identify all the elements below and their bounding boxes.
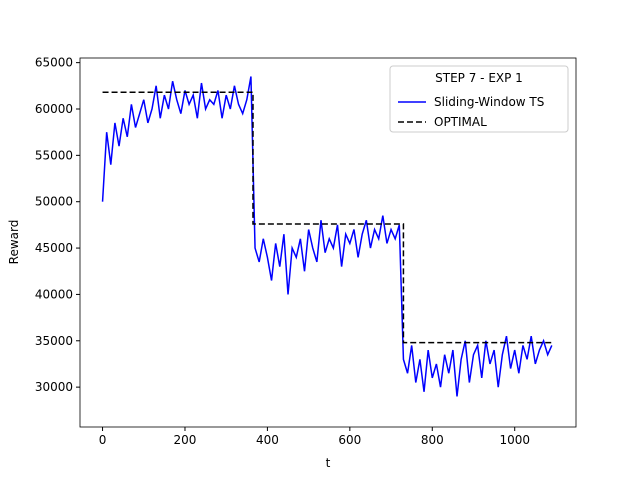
x-axis-label: t: [326, 456, 331, 470]
y-tick-label: 45000: [35, 241, 73, 255]
y-axis-label: Reward: [7, 220, 21, 265]
x-tick-label: 1000: [499, 433, 530, 447]
y-tick-label: 40000: [35, 287, 73, 301]
legend-title: STEP 7 - EXP 1: [435, 71, 523, 85]
x-tick-label: 800: [421, 433, 444, 447]
legend-label: Sliding-Window TS: [434, 95, 544, 109]
x-tick-label: 600: [338, 433, 361, 447]
y-tick-label: 65000: [35, 56, 73, 70]
y-tick-label: 35000: [35, 334, 73, 348]
series-line: [101, 76, 553, 397]
axes-frame: [79, 57, 577, 428]
series-line: [102, 91, 554, 344]
x-tick-label: 200: [174, 433, 197, 447]
y-tick-label: 55000: [35, 148, 73, 162]
x-tick-label: 400: [256, 433, 279, 447]
legend: STEP 7 - EXP 1 Sliding-Window TS OPTIMAL: [389, 65, 569, 133]
legend-box: [389, 65, 569, 133]
y-tick-label: 50000: [35, 195, 73, 209]
legend-label: OPTIMAL: [434, 115, 487, 129]
x-tick-label: 0: [99, 433, 107, 447]
y-tick-label: 30000: [35, 380, 73, 394]
y-tick-label: 60000: [35, 102, 73, 116]
